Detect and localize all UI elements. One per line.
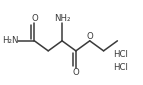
Text: O: O	[86, 32, 93, 41]
Text: NH₂: NH₂	[54, 14, 70, 23]
Text: O: O	[73, 68, 79, 77]
Text: O: O	[31, 14, 38, 23]
Text: HCl: HCl	[113, 50, 128, 59]
Text: HCl: HCl	[113, 63, 128, 72]
Text: H₂N: H₂N	[2, 36, 18, 45]
